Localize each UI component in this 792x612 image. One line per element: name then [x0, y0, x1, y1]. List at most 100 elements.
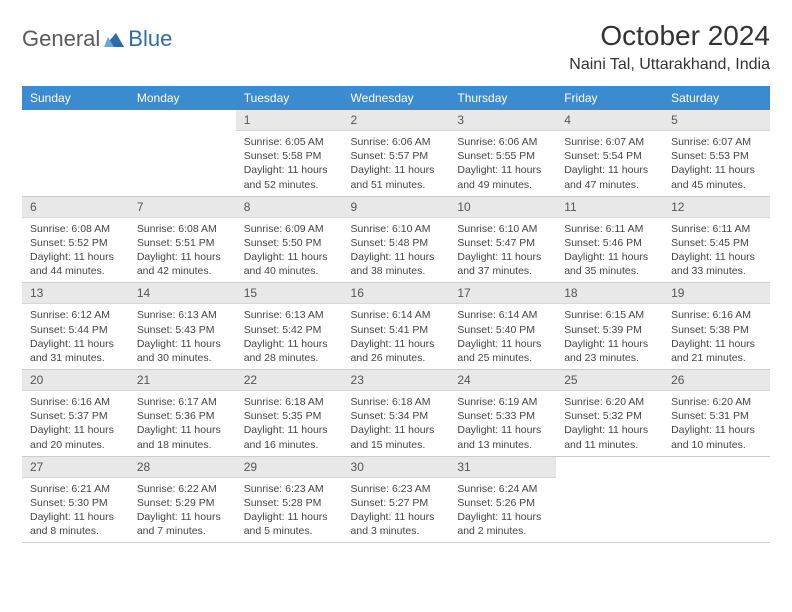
sunrise-line: Sunrise: 6:12 AM [30, 308, 121, 322]
day-number: 7 [129, 197, 236, 218]
day-number: 22 [236, 370, 343, 391]
daylight-line: Daylight: 11 hours and 10 minutes. [671, 423, 762, 451]
calendar-day-cell: 10Sunrise: 6:10 AMSunset: 5:47 PMDayligh… [449, 196, 556, 283]
sunset-line: Sunset: 5:45 PM [671, 236, 762, 250]
daylight-line: Daylight: 11 hours and 49 minutes. [457, 163, 548, 191]
day-number: 18 [556, 283, 663, 304]
calendar-day-cell: 8Sunrise: 6:09 AMSunset: 5:50 PMDaylight… [236, 196, 343, 283]
sunset-line: Sunset: 5:55 PM [457, 149, 548, 163]
calendar-day-cell: 15Sunrise: 6:13 AMSunset: 5:42 PMDayligh… [236, 283, 343, 370]
sunset-line: Sunset: 5:36 PM [137, 409, 228, 423]
day-number: 13 [22, 283, 129, 304]
calendar-day-cell: 24Sunrise: 6:19 AMSunset: 5:33 PMDayligh… [449, 370, 556, 457]
weekday-header: Monday [129, 86, 236, 110]
calendar-week-row: 13Sunrise: 6:12 AMSunset: 5:44 PMDayligh… [22, 283, 770, 370]
day-number: 28 [129, 457, 236, 478]
day-number: 14 [129, 283, 236, 304]
day-details: Sunrise: 6:18 AMSunset: 5:35 PMDaylight:… [236, 391, 343, 456]
sunset-line: Sunset: 5:28 PM [244, 496, 335, 510]
day-details: Sunrise: 6:13 AMSunset: 5:42 PMDaylight:… [236, 304, 343, 369]
calendar-day-cell: 9Sunrise: 6:10 AMSunset: 5:48 PMDaylight… [343, 196, 450, 283]
weekday-header: Tuesday [236, 86, 343, 110]
calendar-day-cell: 31Sunrise: 6:24 AMSunset: 5:26 PMDayligh… [449, 456, 556, 543]
day-number: 20 [22, 370, 129, 391]
daylight-line: Daylight: 11 hours and 5 minutes. [244, 510, 335, 538]
day-number: 2 [343, 110, 450, 131]
sunset-line: Sunset: 5:43 PM [137, 323, 228, 337]
calendar-empty-cell [556, 456, 663, 543]
sunset-line: Sunset: 5:34 PM [351, 409, 442, 423]
sunrise-line: Sunrise: 6:20 AM [564, 395, 655, 409]
day-number: 27 [22, 457, 129, 478]
day-details: Sunrise: 6:23 AMSunset: 5:27 PMDaylight:… [343, 478, 450, 543]
daylight-line: Daylight: 11 hours and 11 minutes. [564, 423, 655, 451]
day-number: 6 [22, 197, 129, 218]
daylight-line: Daylight: 11 hours and 21 minutes. [671, 337, 762, 365]
sunset-line: Sunset: 5:31 PM [671, 409, 762, 423]
calendar-day-cell: 4Sunrise: 6:07 AMSunset: 5:54 PMDaylight… [556, 110, 663, 196]
day-details: Sunrise: 6:06 AMSunset: 5:57 PMDaylight:… [343, 131, 450, 196]
calendar-day-cell: 29Sunrise: 6:23 AMSunset: 5:28 PMDayligh… [236, 456, 343, 543]
day-details: Sunrise: 6:15 AMSunset: 5:39 PMDaylight:… [556, 304, 663, 369]
title-block: October 2024 Naini Tal, Uttarakhand, Ind… [569, 20, 770, 74]
day-details: Sunrise: 6:10 AMSunset: 5:48 PMDaylight:… [343, 218, 450, 283]
sunset-line: Sunset: 5:33 PM [457, 409, 548, 423]
sunrise-line: Sunrise: 6:06 AM [351, 135, 442, 149]
calendar-day-cell: 22Sunrise: 6:18 AMSunset: 5:35 PMDayligh… [236, 370, 343, 457]
day-details: Sunrise: 6:13 AMSunset: 5:43 PMDaylight:… [129, 304, 236, 369]
day-details: Sunrise: 6:09 AMSunset: 5:50 PMDaylight:… [236, 218, 343, 283]
day-details: Sunrise: 6:24 AMSunset: 5:26 PMDaylight:… [449, 478, 556, 543]
calendar-day-cell: 25Sunrise: 6:20 AMSunset: 5:32 PMDayligh… [556, 370, 663, 457]
day-details: Sunrise: 6:16 AMSunset: 5:38 PMDaylight:… [663, 304, 770, 369]
sunrise-line: Sunrise: 6:08 AM [30, 222, 121, 236]
sunset-line: Sunset: 5:54 PM [564, 149, 655, 163]
sunrise-line: Sunrise: 6:24 AM [457, 482, 548, 496]
daylight-line: Daylight: 11 hours and 13 minutes. [457, 423, 548, 451]
sunset-line: Sunset: 5:47 PM [457, 236, 548, 250]
calendar-day-cell: 13Sunrise: 6:12 AMSunset: 5:44 PMDayligh… [22, 283, 129, 370]
calendar-day-cell: 27Sunrise: 6:21 AMSunset: 5:30 PMDayligh… [22, 456, 129, 543]
logo-text-general: General [22, 26, 100, 52]
sunrise-line: Sunrise: 6:19 AM [457, 395, 548, 409]
calendar-empty-cell [129, 110, 236, 196]
calendar-day-cell: 3Sunrise: 6:06 AMSunset: 5:55 PMDaylight… [449, 110, 556, 196]
day-number: 5 [663, 110, 770, 131]
daylight-line: Daylight: 11 hours and 30 minutes. [137, 337, 228, 365]
day-details: Sunrise: 6:20 AMSunset: 5:31 PMDaylight:… [663, 391, 770, 456]
daylight-line: Daylight: 11 hours and 7 minutes. [137, 510, 228, 538]
sunrise-line: Sunrise: 6:16 AM [30, 395, 121, 409]
sunset-line: Sunset: 5:46 PM [564, 236, 655, 250]
sunset-line: Sunset: 5:27 PM [351, 496, 442, 510]
day-details: Sunrise: 6:08 AMSunset: 5:51 PMDaylight:… [129, 218, 236, 283]
day-details: Sunrise: 6:08 AMSunset: 5:52 PMDaylight:… [22, 218, 129, 283]
sunrise-line: Sunrise: 6:18 AM [351, 395, 442, 409]
day-details: Sunrise: 6:07 AMSunset: 5:53 PMDaylight:… [663, 131, 770, 196]
sunset-line: Sunset: 5:48 PM [351, 236, 442, 250]
day-details: Sunrise: 6:19 AMSunset: 5:33 PMDaylight:… [449, 391, 556, 456]
day-details: Sunrise: 6:07 AMSunset: 5:54 PMDaylight:… [556, 131, 663, 196]
sunrise-line: Sunrise: 6:14 AM [351, 308, 442, 322]
day-details: Sunrise: 6:11 AMSunset: 5:46 PMDaylight:… [556, 218, 663, 283]
sunrise-line: Sunrise: 6:05 AM [244, 135, 335, 149]
day-number: 3 [449, 110, 556, 131]
sunset-line: Sunset: 5:26 PM [457, 496, 548, 510]
calendar-day-cell: 12Sunrise: 6:11 AMSunset: 5:45 PMDayligh… [663, 196, 770, 283]
daylight-line: Daylight: 11 hours and 16 minutes. [244, 423, 335, 451]
calendar-table: SundayMondayTuesdayWednesdayThursdayFrid… [22, 86, 770, 543]
calendar-day-cell: 2Sunrise: 6:06 AMSunset: 5:57 PMDaylight… [343, 110, 450, 196]
weekday-header: Thursday [449, 86, 556, 110]
daylight-line: Daylight: 11 hours and 31 minutes. [30, 337, 121, 365]
logo: General Blue [22, 20, 172, 52]
calendar-empty-cell [22, 110, 129, 196]
daylight-line: Daylight: 11 hours and 18 minutes. [137, 423, 228, 451]
daylight-line: Daylight: 11 hours and 51 minutes. [351, 163, 442, 191]
day-number: 8 [236, 197, 343, 218]
sunrise-line: Sunrise: 6:10 AM [457, 222, 548, 236]
sunset-line: Sunset: 5:53 PM [671, 149, 762, 163]
sunset-line: Sunset: 5:42 PM [244, 323, 335, 337]
daylight-line: Daylight: 11 hours and 3 minutes. [351, 510, 442, 538]
calendar-day-cell: 17Sunrise: 6:14 AMSunset: 5:40 PMDayligh… [449, 283, 556, 370]
day-number: 12 [663, 197, 770, 218]
sunrise-line: Sunrise: 6:23 AM [244, 482, 335, 496]
daylight-line: Daylight: 11 hours and 15 minutes. [351, 423, 442, 451]
